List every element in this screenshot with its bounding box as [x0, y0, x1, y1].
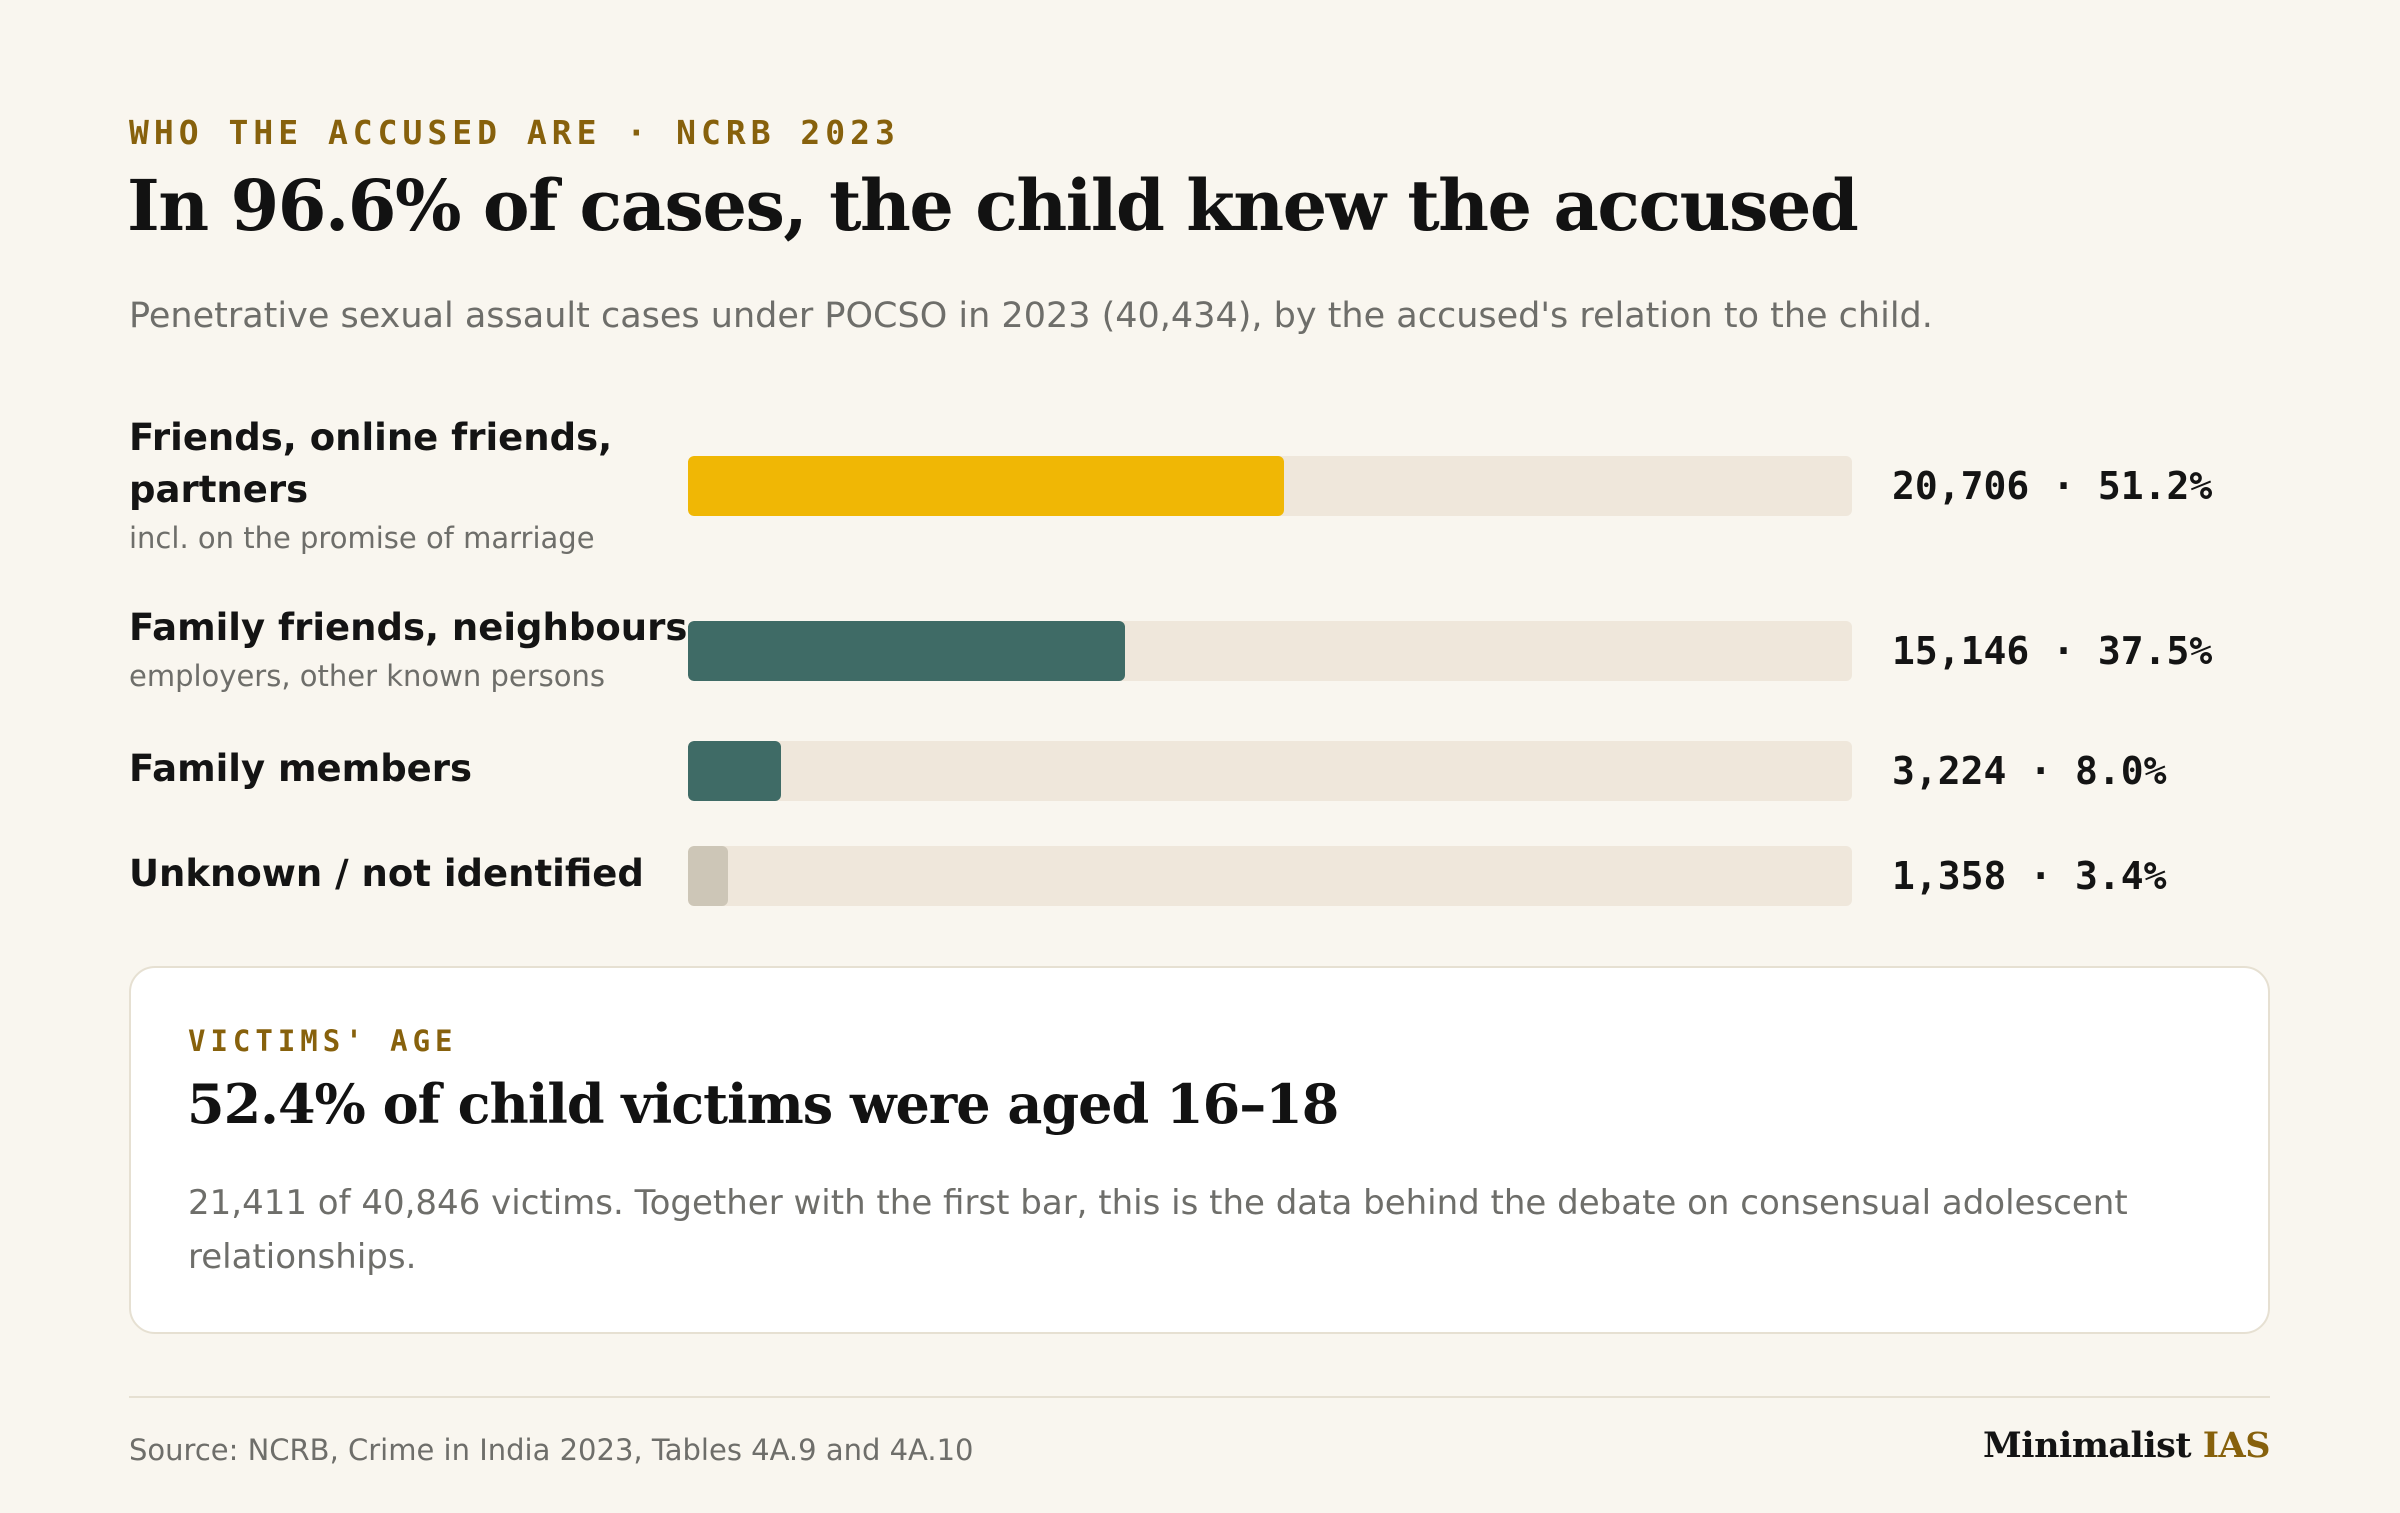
bar-label: Friends, online friends, partners incl. o…: [129, 412, 689, 558]
page-subtitle: Penetrative sexual assault cases under P…: [129, 296, 1933, 336]
victims-age-callout: VICTIMS' AGE 52.4% of child victims were…: [129, 966, 2270, 1334]
callout-body: 21,411 of 40,846 victims. Together with …: [188, 1183, 2128, 1277]
bar-track: [688, 456, 1852, 516]
bar-track: [688, 621, 1852, 681]
brand-logo: Minimalist IAS: [1983, 1425, 2270, 1466]
bar-chart: Friends, online friends, partners incl. o…: [0, 400, 2400, 940]
category-label: Family members: [129, 747, 473, 790]
footer-divider: [129, 1396, 2270, 1398]
bar: [688, 456, 1284, 516]
eyebrow-label: WHO THE ACCUSED ARE · NCRB 2023: [129, 113, 900, 152]
value-label: 20,706 · 51.2%: [1892, 464, 2213, 508]
category-sublabel: incl. on the promise of marriage: [129, 521, 595, 555]
bar-track: [688, 846, 1852, 906]
bar-label: Family members: [129, 743, 689, 795]
callout-eyebrow: VICTIMS' AGE: [188, 1024, 458, 1058]
category-sublabel: employers, other known persons: [129, 659, 605, 693]
bar-label: Unknown / not identified: [129, 848, 689, 900]
callout-title: 52.4% of child victims were aged 16–18: [187, 1072, 1339, 1136]
category-label: Friends, online friends, partners: [129, 416, 613, 511]
value-label: 3,224 · 8.0%: [1892, 749, 2167, 793]
value-label: 1,358 · 3.4%: [1892, 854, 2167, 898]
category-label: Family friends, neighbours: [129, 606, 688, 649]
bar: [688, 621, 1125, 681]
source-note: Source: NCRB, Crime in India 2023, Table…: [129, 1433, 974, 1467]
value-label: 15,146 · 37.5%: [1892, 629, 2213, 673]
brand-name: Minimalist: [1983, 1425, 2191, 1466]
category-label: Unknown / not identified: [129, 852, 644, 895]
bar: [688, 741, 782, 801]
bar-label: Family friends, neighbours employers, oth…: [129, 602, 689, 696]
bar: [688, 846, 728, 906]
bar-track: [688, 741, 1852, 801]
page-title: In 96.6% of cases, the child knew the ac…: [127, 164, 1859, 247]
brand-suffix: IAS: [2202, 1425, 2271, 1466]
